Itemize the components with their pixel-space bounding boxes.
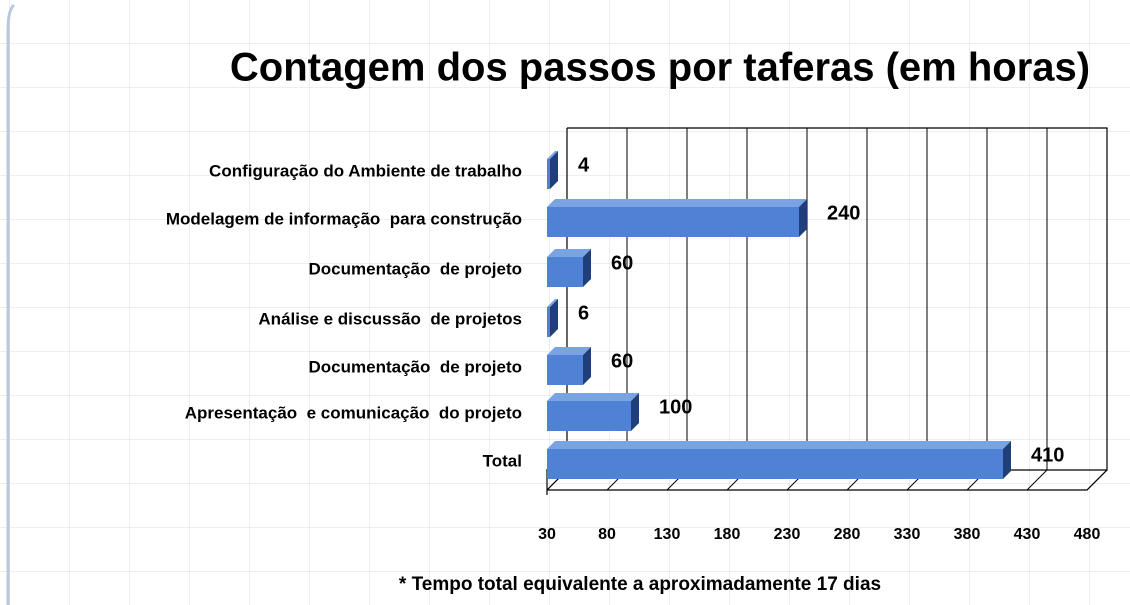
y-tick-label: Documentação de projeto xyxy=(309,357,522,376)
x-tick-label: 180 xyxy=(714,526,741,543)
bar-top xyxy=(547,393,639,401)
bar xyxy=(547,257,583,287)
x-tick-label: 280 xyxy=(834,526,861,543)
y-tick-label: Modelagem de informação para construção xyxy=(166,209,522,228)
bar-side xyxy=(1003,441,1011,479)
bar-side xyxy=(583,347,591,385)
bar-side xyxy=(550,299,558,337)
bar-top xyxy=(547,299,558,307)
bar-top xyxy=(547,249,591,257)
floor-grid-line xyxy=(1086,469,1108,491)
x-tick-label: 330 xyxy=(894,526,921,543)
bar xyxy=(547,355,583,385)
y-tick-label: Análise e discussão de projetos xyxy=(258,309,522,328)
value-label: 410 xyxy=(1031,444,1064,466)
bar xyxy=(547,207,799,237)
bar xyxy=(547,159,550,189)
bar-side xyxy=(583,249,591,287)
chart-frame xyxy=(6,3,16,605)
bar-side xyxy=(550,151,558,189)
value-label: 240 xyxy=(827,202,860,224)
bar xyxy=(547,449,1003,479)
bar-top xyxy=(547,441,1011,449)
value-label: 6 xyxy=(578,302,589,324)
x-tick-label: 480 xyxy=(1074,526,1101,543)
y-tick-label: Configuração do Ambiente de trabalho xyxy=(209,161,522,180)
value-label: 100 xyxy=(659,396,692,418)
x-tick-label: 380 xyxy=(954,526,981,543)
y-tick-label: Total xyxy=(483,451,522,470)
bar-top xyxy=(547,347,591,355)
bar-top xyxy=(547,151,558,159)
y-tick-label: Documentação de projeto xyxy=(309,259,522,278)
value-label: 60 xyxy=(611,252,633,274)
floor-grid-line xyxy=(1026,469,1048,491)
x-tick-label: 130 xyxy=(654,526,681,543)
x-tick-label: 230 xyxy=(774,526,801,543)
bar-top xyxy=(547,199,807,207)
bar xyxy=(547,401,631,431)
annotation: * Tempo total equivalente a aproximadame… xyxy=(399,574,881,595)
y-tick-label: Apresentação e comunicação do projeto xyxy=(185,403,522,422)
x-tick-label: 80 xyxy=(598,526,616,543)
x-tick-label: 30 xyxy=(538,526,556,543)
bar xyxy=(547,307,550,337)
bar-side xyxy=(799,199,807,237)
bar-side xyxy=(631,393,639,431)
value-label: 4 xyxy=(578,154,590,176)
x-tick-label: 430 xyxy=(1014,526,1041,543)
chart-title: Contagem dos passos por taferas (em hora… xyxy=(230,46,1090,90)
value-label: 60 xyxy=(611,350,633,372)
